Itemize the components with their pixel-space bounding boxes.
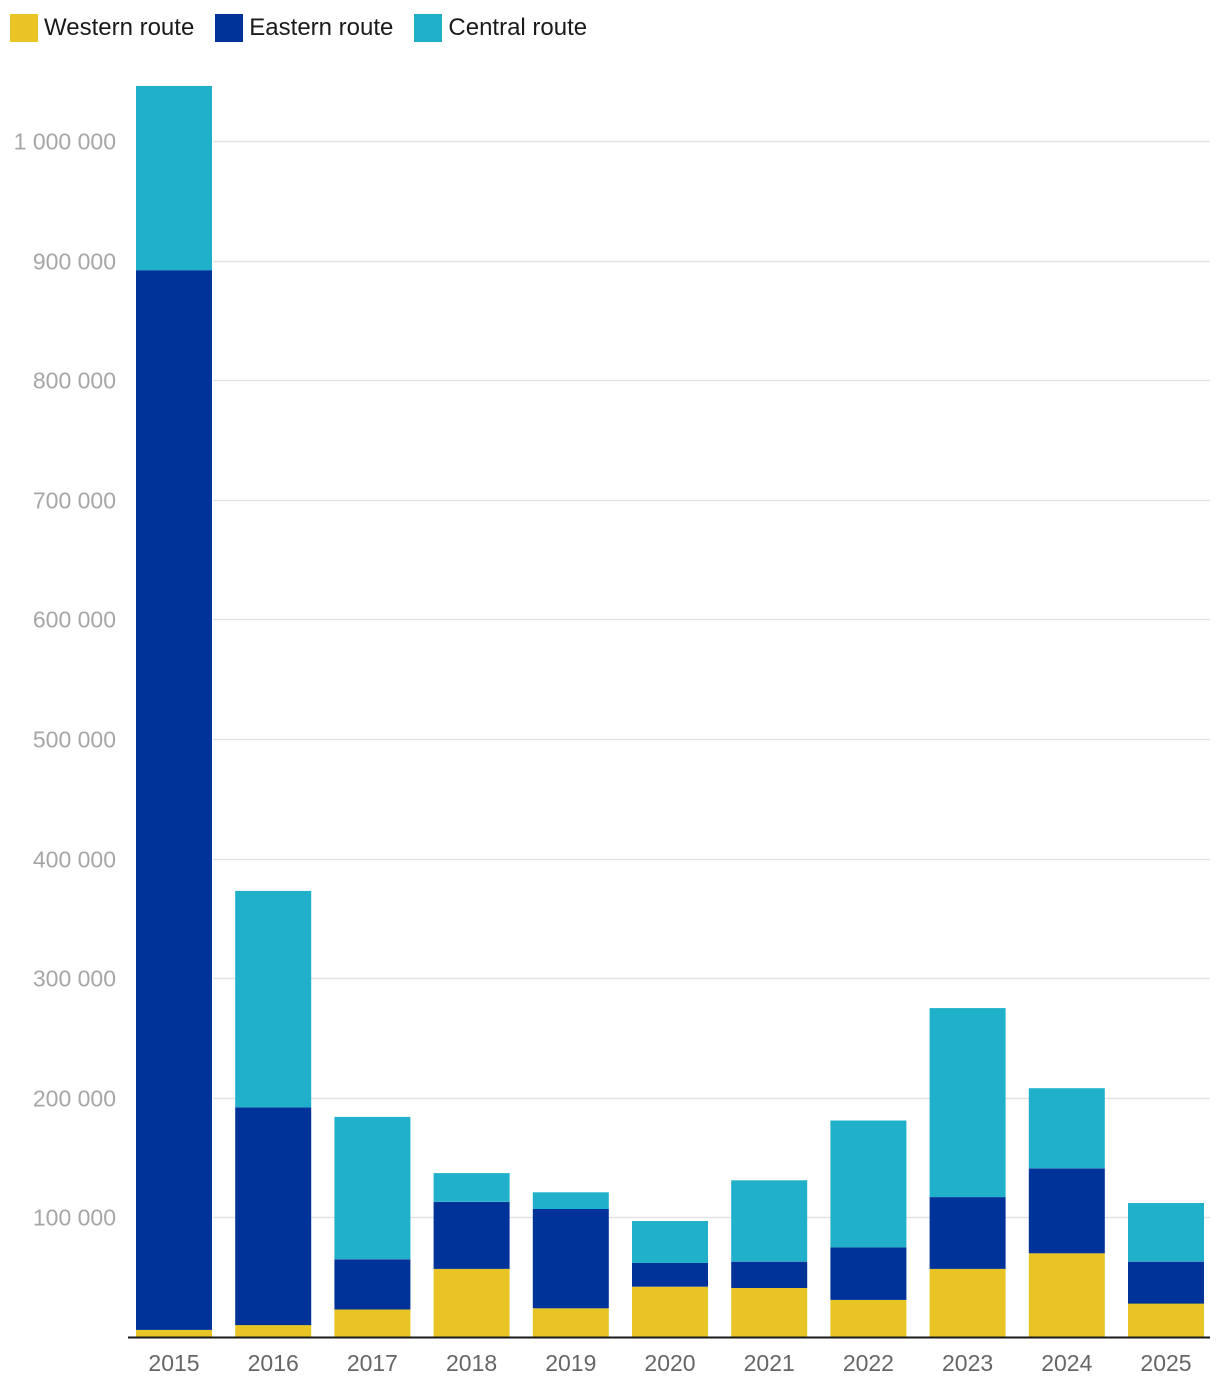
bar-eastern-2018 (433, 1201, 510, 1269)
legend: Western route Eastern route Central rout… (10, 10, 608, 46)
bar-central-2023 (929, 1008, 1006, 1198)
legend-swatch-eastern (215, 14, 244, 42)
bar-western-2020 (632, 1286, 708, 1337)
y-tick-label: 300 000 (33, 966, 116, 992)
bar-central-2017 (334, 1116, 411, 1260)
bar-eastern-2015 (136, 270, 212, 1330)
x-tick-label: 2019 (545, 1350, 596, 1376)
bar-western-2017 (334, 1309, 411, 1337)
x-tick-label: 2021 (744, 1350, 795, 1376)
legend-label-eastern: Eastern route (249, 14, 394, 41)
y-tick-label: 400 000 (33, 847, 116, 873)
bar-eastern-2021 (731, 1261, 808, 1288)
legend-swatch-central (414, 14, 443, 42)
bar-eastern-2022 (830, 1247, 907, 1300)
y-tick-label: 800 000 (33, 368, 116, 394)
x-tick-label: 2017 (347, 1350, 398, 1376)
bar-central-2016 (235, 890, 312, 1108)
bar-eastern-2020 (632, 1262, 708, 1287)
bar-western-2016 (235, 1325, 312, 1337)
legend-item-eastern[interactable]: Eastern route (215, 14, 393, 42)
bar-central-2022 (830, 1120, 907, 1248)
x-tick-label: 2024 (1041, 1350, 1092, 1376)
x-tick-label: 2018 (446, 1350, 497, 1376)
bar-central-2024 (1028, 1088, 1105, 1169)
y-tick-label: 200 000 (33, 1086, 116, 1112)
bar-eastern-2025 (1128, 1261, 1204, 1304)
bar-central-2018 (433, 1173, 510, 1202)
bar-western-2018 (433, 1268, 510, 1337)
legend-label-western: Western route (44, 14, 195, 41)
legend-item-western[interactable]: Western route (10, 14, 194, 42)
bar-central-2025 (1128, 1203, 1204, 1262)
y-tick-label: 500 000 (33, 727, 116, 753)
bar-western-2022 (830, 1299, 907, 1337)
bar-western-2024 (1028, 1253, 1105, 1337)
x-tick-label: 2016 (248, 1350, 299, 1376)
legend-label-central: Central route (448, 14, 588, 41)
y-tick-label: 700 000 (33, 488, 116, 514)
x-tick-label: 2023 (942, 1350, 993, 1376)
x-tick-label: 2022 (843, 1350, 894, 1376)
y-tick-label: 900 000 (33, 249, 116, 275)
y-tick-label: 100 000 (33, 1205, 116, 1231)
bar-western-2023 (929, 1268, 1006, 1337)
bar-western-2021 (731, 1288, 808, 1337)
bar-eastern-2023 (929, 1197, 1006, 1269)
x-tick-label: 2015 (148, 1350, 199, 1376)
bar-central-2015 (136, 86, 212, 271)
bar-western-2019 (532, 1308, 609, 1337)
legend-item-central[interactable]: Central route (414, 14, 587, 42)
x-tick-label: 2020 (644, 1350, 695, 1376)
bar-eastern-2019 (532, 1209, 609, 1309)
y-tick-label: 600 000 (33, 607, 116, 633)
bar-central-2020 (632, 1221, 708, 1263)
bar-eastern-2017 (334, 1259, 411, 1310)
bar-eastern-2024 (1028, 1168, 1105, 1254)
bar-central-2021 (731, 1180, 808, 1262)
bar-eastern-2016 (235, 1107, 312, 1326)
x-tick-label: 2025 (1140, 1350, 1191, 1376)
y-tick-label: 1 000 000 (14, 129, 116, 155)
bar-central-2019 (532, 1192, 609, 1209)
bar-western-2025 (1128, 1303, 1204, 1337)
bar-western-2015 (136, 1329, 212, 1337)
legend-swatch-western (10, 14, 38, 42)
